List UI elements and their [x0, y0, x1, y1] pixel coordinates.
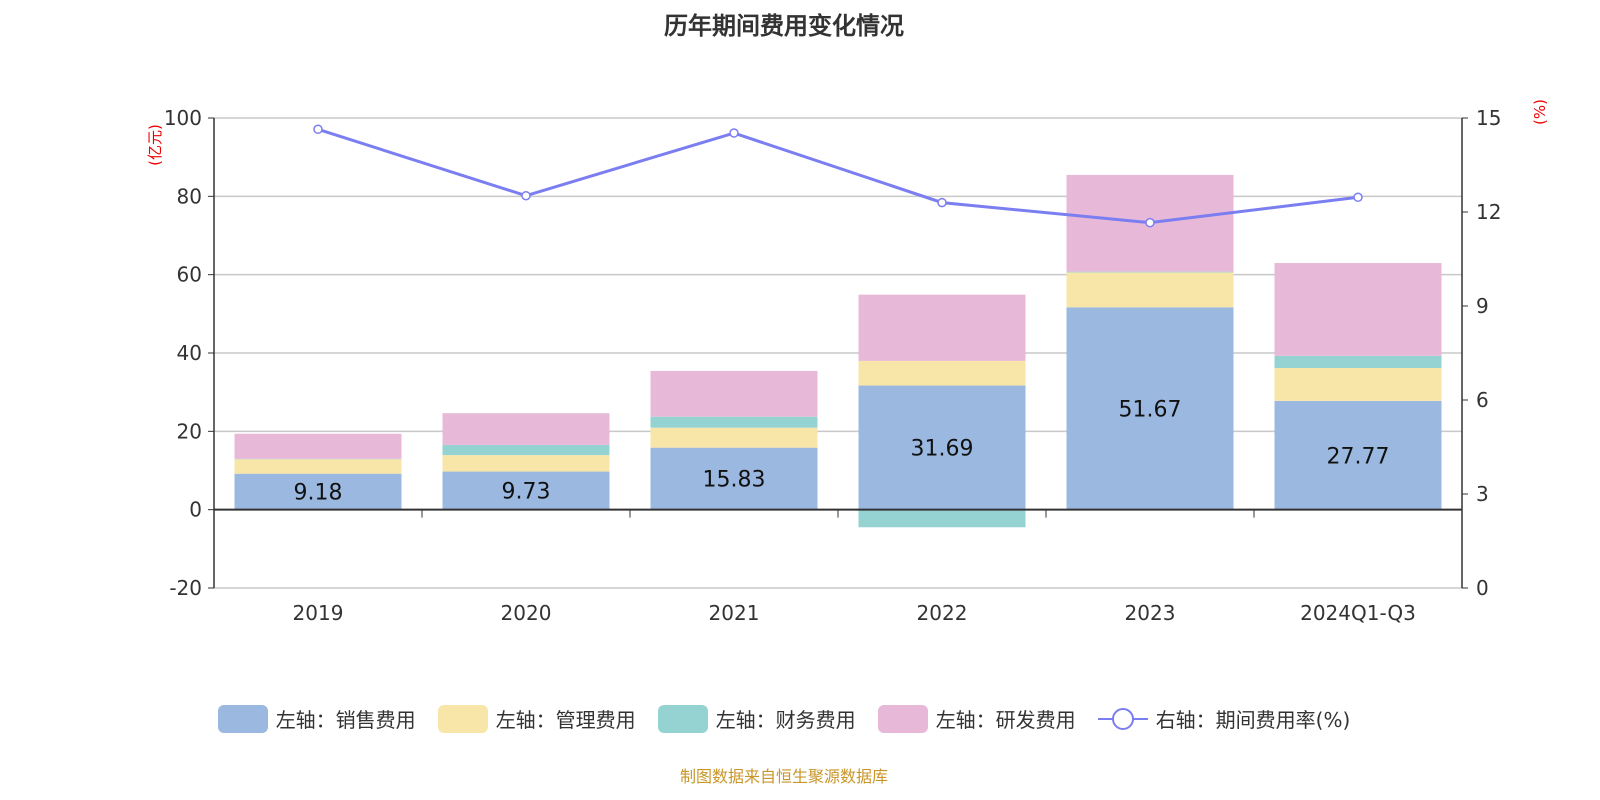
expense-ratio-point	[729, 128, 739, 138]
right-axis-tick-label: 0	[1476, 576, 1489, 600]
bar-segment	[858, 360, 1026, 386]
bar-segment	[1066, 307, 1234, 510]
bar-segment	[1274, 263, 1442, 356]
right-axis-tick-label: 12	[1476, 200, 1501, 224]
legend-item-expense-ratio[interactable]: 右轴：期间费用率(%)	[1097, 704, 1351, 733]
bar-segment	[442, 413, 610, 445]
right-axis-tick-label: 6	[1476, 388, 1489, 412]
bar-segment	[1066, 271, 1234, 273]
bar-segment	[442, 471, 610, 510]
legend: 左轴：销售费用 左轴：管理费用 左轴：财务费用 左轴：研发费用 右轴：期间费用率…	[0, 704, 1568, 733]
bar-segment	[1066, 272, 1234, 308]
chart-title: 历年期间费用变化情况	[664, 12, 904, 40]
legend-item-rd[interactable]: 左轴：研发费用	[877, 704, 1076, 733]
expense-ratio-point	[1353, 192, 1363, 203]
expense-ratio-line	[317, 127, 1359, 225]
bar-segment	[650, 370, 818, 417]
bar-segment	[234, 433, 402, 459]
legend-label: 左轴：研发费用	[935, 708, 1076, 732]
legend-swatch	[657, 704, 708, 733]
legend-item-admin[interactable]: 左轴：管理费用	[437, 704, 636, 733]
legend-label: 左轴：销售费用	[275, 708, 416, 732]
bar-segment	[858, 294, 1026, 361]
bar-segment	[650, 427, 818, 448]
left-axis-tick-label: 20	[177, 419, 202, 443]
left-axis-tick-label: 80	[177, 184, 202, 208]
bar-segment	[1274, 400, 1442, 510]
bar-segment	[1274, 368, 1442, 401]
x-axis-tick-label: 2019	[293, 601, 344, 625]
left-axis-tick-label: -20	[169, 576, 202, 600]
x-axis-tick-label: 2023	[1125, 601, 1176, 625]
expense-ratio-point	[1145, 217, 1155, 228]
bar-segment	[650, 447, 818, 510]
bar-segment	[234, 473, 402, 510]
expense-ratio-point	[521, 190, 531, 201]
x-axis-tick-label: 2021	[709, 601, 760, 625]
left-axis-tick-label: 60	[177, 263, 202, 287]
x-axis-tick-label: 2022	[917, 601, 968, 625]
x-axis-tick-label: 2020	[501, 601, 552, 625]
bar-segment	[858, 385, 1026, 510]
x-axis-tick-label: 2024Q1-Q3	[1300, 601, 1416, 625]
right-axis-tick-label: 15	[1476, 106, 1501, 130]
bar-data-label: 31.69	[911, 437, 974, 462]
legend-swatch	[217, 704, 268, 733]
bar-segment	[858, 509, 1026, 528]
bar-segment	[650, 416, 818, 428]
source-footer: 制图数据来自恒生聚源数据库	[679, 767, 888, 786]
bar-segment	[234, 459, 402, 474]
legend-swatch	[877, 704, 928, 733]
left-axis-unit-label: (亿元)	[146, 124, 164, 166]
expense-ratio-point	[313, 124, 323, 135]
legend-swatch	[437, 704, 488, 733]
expense-ratio-point	[937, 197, 947, 208]
left-axis-tick-label: 0	[189, 498, 202, 522]
right-axis-unit-label: (%)	[1531, 99, 1549, 125]
legend-item-sales[interactable]: 左轴：销售费用	[217, 704, 416, 733]
left-axis-tick-label: 40	[177, 341, 202, 365]
bar-segment	[442, 455, 610, 472]
legend-item-finance[interactable]: 左轴：财务费用	[657, 704, 856, 733]
bar-data-label: 27.77	[1327, 444, 1390, 469]
legend-label: 右轴：期间费用率(%)	[1155, 708, 1351, 732]
legend-label: 左轴：财务费用	[715, 708, 856, 732]
bar-data-label: 15.83	[703, 468, 766, 493]
bar-data-label: 9.73	[502, 480, 551, 505]
bar-segment	[1274, 355, 1442, 369]
legend-label: 左轴：管理费用	[495, 708, 636, 732]
bar-segment	[442, 444, 610, 456]
right-axis-tick-label: 3	[1476, 482, 1489, 506]
chart-plot: -20 0 20 40 60 80 100 0 3 6 9 12 15 (亿元) (%) 9.18 2019 9.…	[146, 99, 1549, 625]
line-marker-icon	[1097, 705, 1148, 733]
left-axis-tick-label: 100	[164, 106, 202, 130]
bar-data-label: 9.18	[294, 481, 343, 506]
right-axis-tick-label: 9	[1476, 294, 1489, 318]
bar-data-label: 51.67	[1119, 397, 1182, 422]
